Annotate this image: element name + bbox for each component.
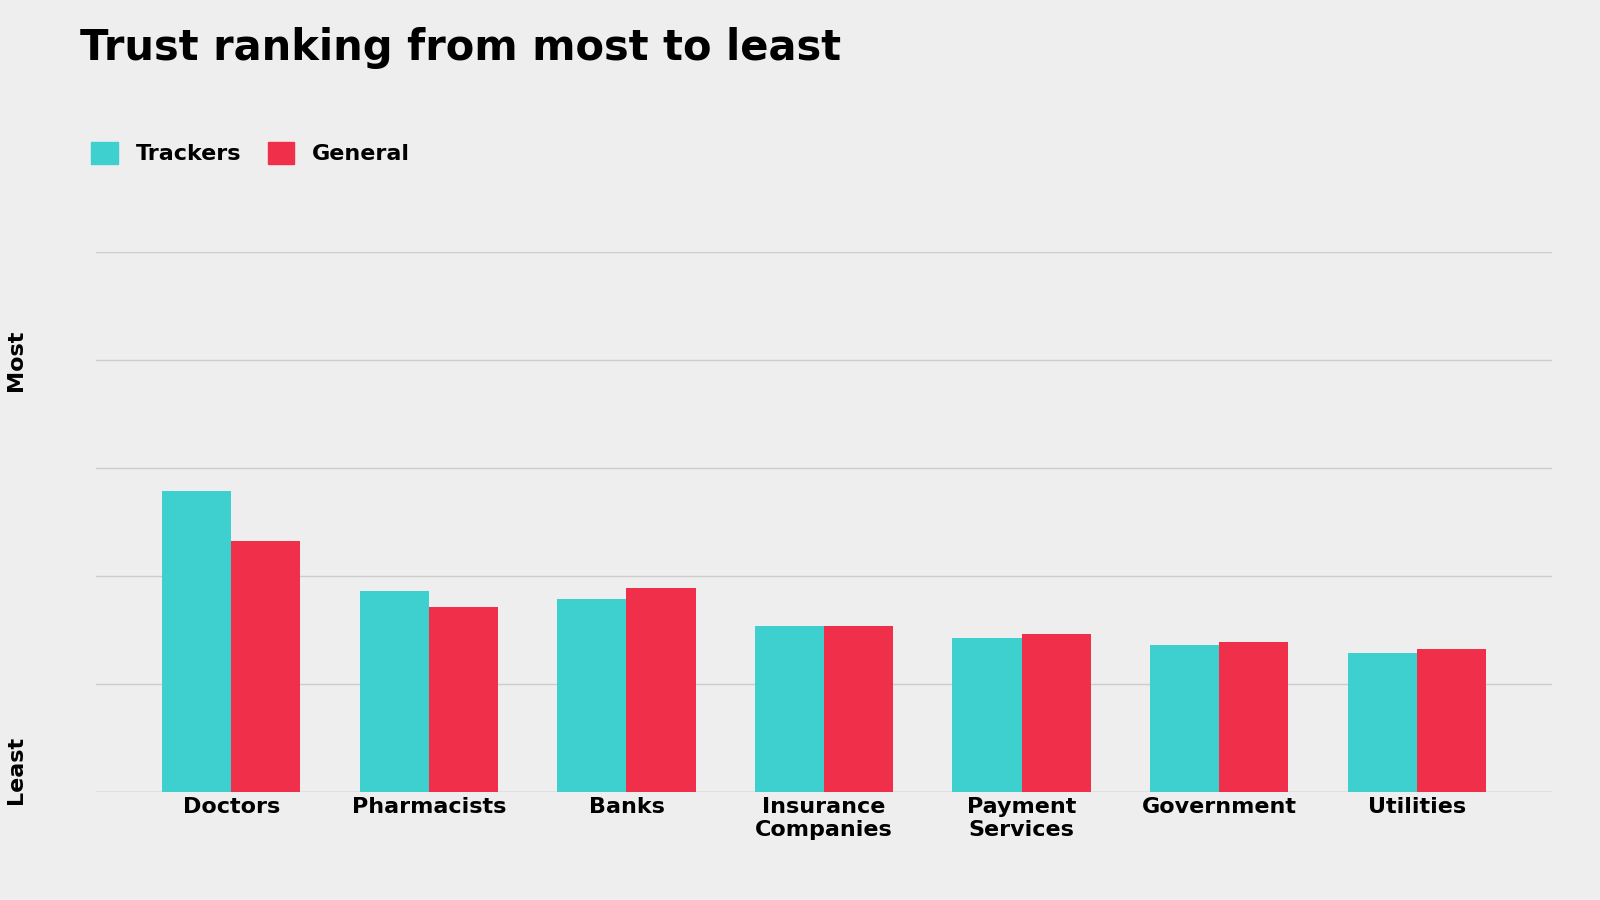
Bar [232, 541, 301, 792]
Text: Most: Most [6, 329, 26, 391]
Bar [360, 591, 429, 792]
Bar [1347, 653, 1416, 792]
Bar [627, 588, 696, 792]
Bar [755, 626, 824, 792]
Bar [1219, 642, 1288, 792]
Text: Trust ranking from most to least: Trust ranking from most to least [80, 27, 842, 69]
Text: Least: Least [6, 736, 26, 805]
Bar [429, 607, 498, 792]
Bar [1416, 649, 1486, 792]
Bar [162, 491, 232, 792]
Bar [1150, 645, 1219, 792]
Legend: Trackers, General: Trackers, General [91, 141, 410, 165]
Bar [1021, 634, 1091, 792]
Bar [824, 626, 893, 792]
Bar [952, 638, 1021, 792]
Bar [557, 599, 627, 792]
